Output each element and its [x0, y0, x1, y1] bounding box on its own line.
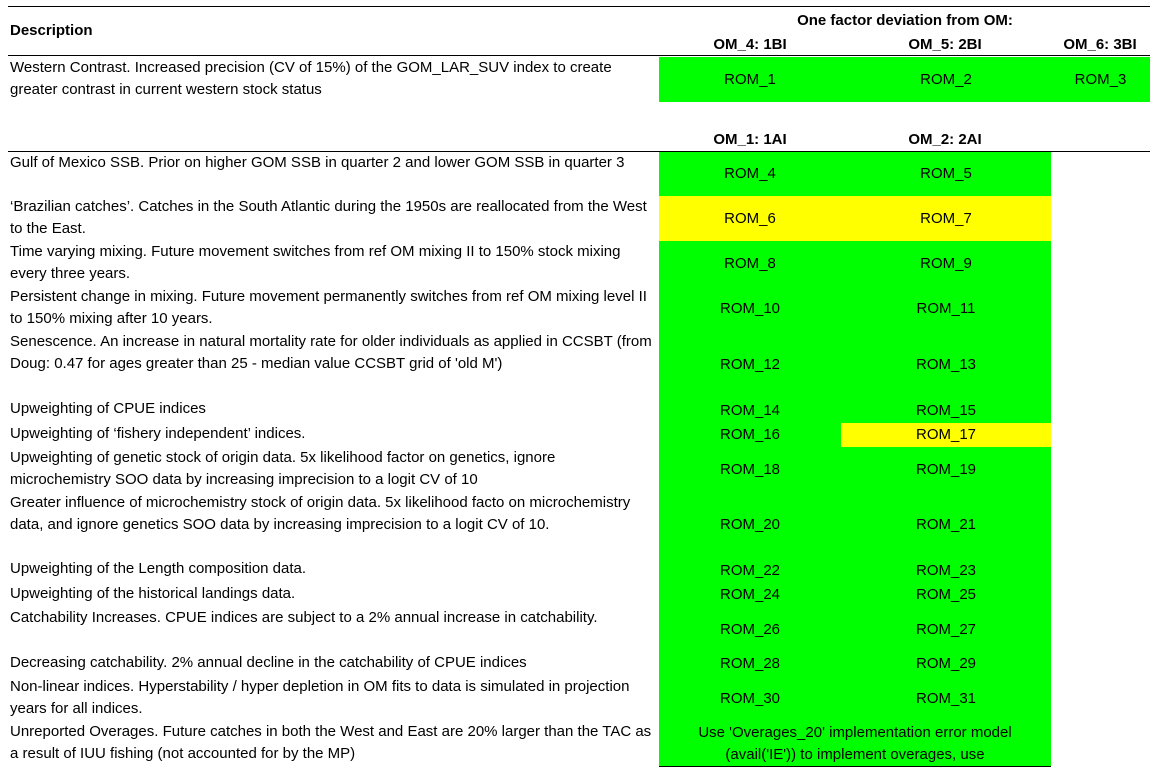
rom-cell: ROM_4	[659, 152, 841, 196]
row-description: Upweighting of the historical landings d…	[10, 585, 296, 602]
rom-cell: ROM_9	[841, 241, 1051, 286]
rom-cell: ROM_2	[841, 57, 1051, 102]
rom-cell: ROM_19	[841, 447, 1051, 492]
description-header: Description	[10, 22, 93, 39]
rom-cell: ROM_22	[659, 558, 841, 583]
rom-cell: ROM_20	[659, 492, 841, 558]
merged-implementation-cell: Use 'Overages_20' implementation error m…	[659, 721, 1051, 766]
row-description: Time varying mixing. Future movement swi…	[10, 243, 621, 282]
rom-cell: ROM_5	[841, 152, 1051, 196]
row-description: ‘Brazilian catches’. Catches in the Sout…	[10, 198, 647, 237]
rom-cell: ROM_24	[659, 583, 841, 607]
col-header-om1: OM_1: 1AI	[713, 131, 787, 148]
rom-cell: ROM_12	[659, 331, 841, 398]
row-description: Unreported Overages. Future catches in b…	[10, 723, 652, 762]
rom-cell: ROM_8	[659, 241, 841, 286]
rom-cell: ROM_21	[841, 492, 1051, 558]
row-description: Senescence. An increase in natural morta…	[10, 333, 652, 372]
rom-cell: ROM_27	[841, 607, 1051, 652]
rom-cell: ROM_1	[659, 57, 841, 102]
rom-cell: ROM_28	[659, 652, 841, 676]
rom-cell: ROM_30	[659, 676, 841, 721]
row-description: Upweighting of genetic stock of origin d…	[10, 449, 556, 488]
deviation-header: One factor deviation from OM:	[797, 12, 1013, 29]
header-bottom-border	[8, 55, 1150, 56]
rom-cell: ROM_29	[841, 652, 1051, 676]
rom-cell: ROM_25	[841, 583, 1051, 607]
rom-cell: ROM_17	[841, 423, 1051, 447]
col-header-om6: OM_6: 3BI	[1063, 36, 1137, 53]
row-description: Persistent change in mixing. Future move…	[10, 288, 647, 327]
row-description: Decreasing catchability. 2% annual decli…	[10, 654, 527, 671]
top-border	[8, 6, 1150, 7]
rom-cell: ROM_11	[841, 286, 1051, 331]
rom-cell: ROM_3	[1051, 57, 1150, 102]
rom-cell: ROM_31	[841, 676, 1051, 721]
rom-cell: ROM_23	[841, 558, 1051, 583]
row-description: Greater influence of microchemistry stoc…	[10, 494, 631, 533]
row-description: Upweighting of CPUE indices	[10, 400, 206, 417]
rom-cell: ROM_15	[841, 398, 1051, 423]
second-header-border	[8, 151, 1150, 152]
rom-cell: ROM_7	[841, 196, 1051, 241]
bottom-border	[659, 766, 1051, 767]
rom-cell: ROM_18	[659, 447, 841, 492]
rom-cell: ROM_10	[659, 286, 841, 331]
rom-cell: ROM_26	[659, 607, 841, 652]
row-description: Upweighting of ‘fishery independent’ ind…	[10, 425, 306, 442]
rom-cell: ROM_6	[659, 196, 841, 241]
col-header-om5: OM_5: 2BI	[908, 36, 982, 53]
row-description: Non-linear indices. Hyperstability / hyp…	[10, 678, 630, 717]
col-header-om4: OM_4: 1BI	[713, 36, 787, 53]
rom-cell: ROM_16	[659, 423, 841, 447]
row-description: Western Contrast. Increased precision (C…	[10, 59, 612, 98]
row-description: Upweighting of the Length composition da…	[10, 560, 307, 577]
col-header-om2: OM_2: 2AI	[908, 131, 982, 148]
rom-cell: ROM_13	[841, 331, 1051, 398]
rom-cell: ROM_14	[659, 398, 841, 423]
row-description: Gulf of Mexico SSB. Prior on higher GOM …	[10, 154, 625, 171]
row-description: Catchability Increases. CPUE indices are…	[10, 609, 598, 626]
